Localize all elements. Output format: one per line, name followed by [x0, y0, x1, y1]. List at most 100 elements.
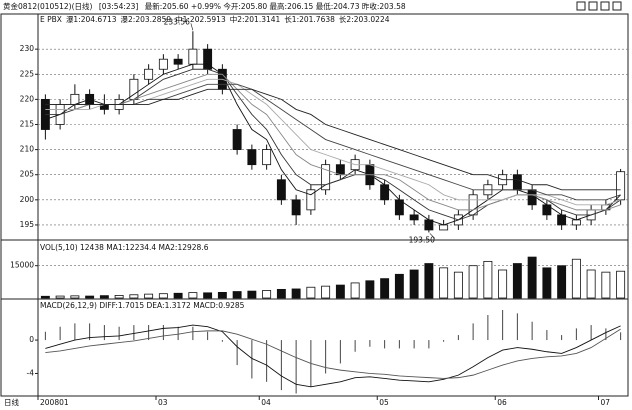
legend-entry: 中2:201.3141 [230, 14, 281, 24]
volume-bar [55, 295, 65, 299]
candle-body [291, 199, 301, 216]
window-icon[interactable] [600, 1, 610, 11]
y-tick-label: 220 [20, 94, 35, 103]
candle-body [512, 174, 522, 191]
indicator-label: E PBX [40, 15, 62, 24]
candle-body [144, 68, 154, 80]
x-tick-label: 200801 [40, 398, 69, 407]
candle-body [571, 219, 581, 226]
volume-bar [394, 273, 404, 299]
candle-body [173, 58, 183, 65]
volume-bar [335, 284, 345, 299]
volume-bar [380, 278, 390, 299]
candle-body [424, 219, 434, 231]
header: 黄金0812(010512)(日线) [03:54:23] 最新:205.60 … [3, 1, 406, 11]
candle-body [276, 179, 286, 201]
low-label: 193.50 [409, 235, 435, 244]
volume-bar [616, 270, 626, 299]
volume-bar [365, 280, 375, 299]
label-leader [429, 233, 436, 239]
chart-frame [0, 13, 629, 397]
y-tick-label: 225 [20, 69, 35, 78]
y-tick-label: -4 [27, 368, 35, 377]
volume-bar [247, 290, 257, 299]
volume-bar [203, 292, 213, 299]
indicator-line [45, 324, 621, 388]
window-icon[interactable] [612, 1, 622, 11]
volume-bar [571, 258, 581, 299]
candle-body [70, 93, 80, 105]
volume-bar [217, 291, 227, 299]
volume-bar [306, 286, 316, 299]
label-leader [190, 23, 194, 31]
indicator-line [45, 83, 621, 201]
window-icon[interactable] [588, 1, 598, 11]
high-label: 233.56 [164, 17, 190, 26]
legend-entry: 中1:202.5913 [175, 14, 226, 24]
candle-body [247, 149, 257, 166]
window-icon[interactable] [576, 1, 586, 11]
y-tick-label: 200 [20, 195, 35, 204]
volume-bar [409, 269, 419, 299]
volume-bar [114, 295, 124, 299]
candle-body [188, 48, 198, 65]
candle-body [158, 58, 168, 70]
y-tick-label: 210 [20, 145, 35, 154]
volume-bar [542, 267, 552, 299]
volume-bar [439, 267, 449, 299]
volume-bar [350, 282, 360, 299]
volume-bar [85, 295, 95, 299]
volume-bar [557, 265, 567, 299]
x-tick-label: 05 [379, 398, 389, 407]
indicator-legend: VOL(5,10) 12438 MA1:12234.4 MA2:12928.6 [40, 243, 209, 252]
volume-bar [158, 293, 168, 299]
candle-body [439, 224, 449, 231]
indicator-line [45, 328, 621, 379]
header-quote: 最新:205.60 +0.99% 今开:205.80 最高:206.15 最低:… [145, 1, 406, 11]
header-time: [03:54:23] [99, 2, 139, 11]
legend-entry: 长1:201.7638 [284, 14, 335, 24]
x-tick-label: 07 [601, 398, 611, 407]
candle-body [232, 129, 242, 150]
legend-entry: 瀑2:203.2859 [121, 14, 172, 24]
x-tick-label: 04 [261, 398, 271, 407]
y-tick-label: 15000 [10, 261, 34, 270]
indicator-legend: MACD(26,12,9) DIFF:1.7015 DEA:1.3172 MAC… [40, 301, 245, 310]
legend-entry: 长2:203.0224 [339, 14, 390, 24]
candle-body [335, 164, 345, 176]
volume-bar [262, 290, 272, 299]
volume-bar [498, 269, 508, 299]
volume-bar [512, 263, 522, 299]
volume-bar [321, 285, 331, 299]
volume-bar [527, 256, 537, 299]
volume-bar [173, 292, 183, 299]
volume-bar [601, 271, 611, 299]
x-tick-label: 06 [497, 398, 507, 407]
volume-bar [483, 260, 493, 299]
x-axis-label: 日线 [4, 397, 19, 407]
volume-bar [276, 288, 286, 299]
header-title: 黄金0812(010512)(日线) [3, 1, 92, 11]
volume-bar [586, 269, 596, 299]
volume-bar [70, 295, 80, 299]
volume-bar [40, 295, 50, 299]
y-tick-label: 205 [20, 170, 35, 179]
volume-bar [291, 288, 301, 299]
y-tick-label: 215 [20, 119, 35, 128]
candle-body [409, 214, 419, 221]
candle-body [306, 189, 316, 211]
volume-bar [232, 291, 242, 299]
indicator-label: VOL(5,10) 12438 MA1:12234.4 MA2:12928.6 [40, 243, 209, 252]
candle-body [527, 189, 537, 206]
candle-body [557, 214, 567, 226]
volume-bar [144, 293, 154, 299]
y-tick-label: 195 [20, 220, 35, 229]
legend-entry: 瀑1:204.6713 [66, 14, 117, 24]
indicator-label: MACD(26,12,9) DIFF:1.7015 DEA:1.3172 MAC… [40, 301, 245, 310]
y-tick-label: 230 [20, 44, 35, 53]
x-tick-label: 03 [158, 398, 168, 407]
candle-body [262, 149, 272, 166]
volume-bar [188, 292, 198, 299]
